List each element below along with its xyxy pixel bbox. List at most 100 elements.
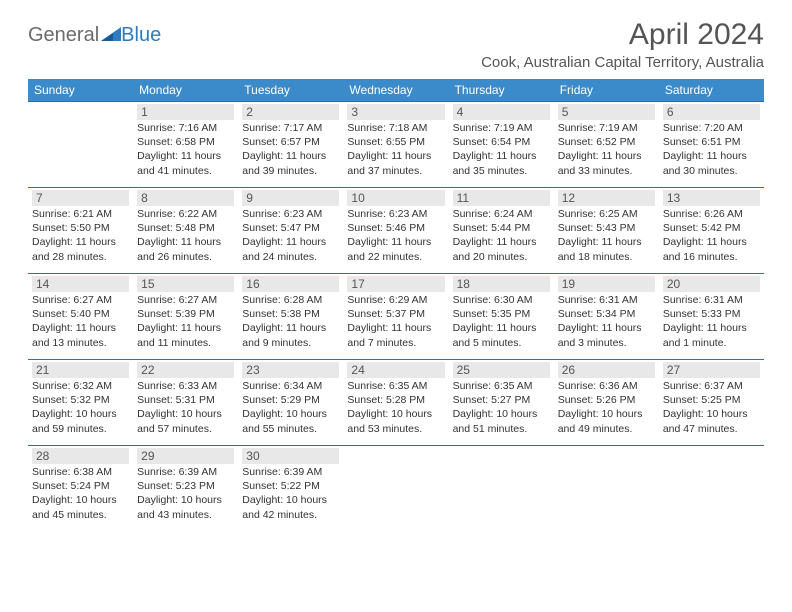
calendar-cell: 5Sunrise: 7:19 AMSunset: 6:52 PMDaylight… [554,102,659,188]
calendar-table: SundayMondayTuesdayWednesdayThursdayFrid… [28,79,764,532]
calendar-cell: 3Sunrise: 7:18 AMSunset: 6:55 PMDaylight… [343,102,448,188]
day-details: Sunrise: 7:17 AMSunset: 6:57 PMDaylight:… [242,121,339,178]
day-number: 11 [453,190,550,206]
day-details: Sunrise: 6:39 AMSunset: 5:23 PMDaylight:… [137,465,234,522]
day-number: 19 [558,276,655,292]
day-details: Sunrise: 6:25 AMSunset: 5:43 PMDaylight:… [558,207,655,264]
day-details: Sunrise: 7:18 AMSunset: 6:55 PMDaylight:… [347,121,444,178]
day-number: 13 [663,190,760,206]
logo: General Blue [28,18,161,47]
day-number: 22 [137,362,234,378]
day-number: 17 [347,276,444,292]
calendar-row: 14Sunrise: 6:27 AMSunset: 5:40 PMDayligh… [28,274,764,360]
day-details: Sunrise: 6:29 AMSunset: 5:37 PMDaylight:… [347,293,444,350]
day-number: 2 [242,104,339,120]
calendar-cell: . [449,446,554,532]
calendar-cell: 7Sunrise: 6:21 AMSunset: 5:50 PMDaylight… [28,188,133,274]
calendar-cell: . [554,446,659,532]
day-details: Sunrise: 6:34 AMSunset: 5:29 PMDaylight:… [242,379,339,436]
day-number: 14 [32,276,129,292]
day-details: Sunrise: 6:22 AMSunset: 5:48 PMDaylight:… [137,207,234,264]
day-number: 27 [663,362,760,378]
day-details: Sunrise: 6:31 AMSunset: 5:33 PMDaylight:… [663,293,760,350]
day-number: 8 [137,190,234,206]
day-header: Tuesday [238,79,343,102]
day-header: Saturday [659,79,764,102]
day-number: 29 [137,448,234,464]
day-number: 25 [453,362,550,378]
month-title: April 2024 [481,18,764,52]
calendar-cell: 9Sunrise: 6:23 AMSunset: 5:47 PMDaylight… [238,188,343,274]
day-details: Sunrise: 6:35 AMSunset: 5:27 PMDaylight:… [453,379,550,436]
day-header: Friday [554,79,659,102]
logo-mark-icon [101,24,121,47]
day-number: 5 [558,104,655,120]
calendar-cell: 23Sunrise: 6:34 AMSunset: 5:29 PMDayligh… [238,360,343,446]
calendar-cell: 6Sunrise: 7:20 AMSunset: 6:51 PMDaylight… [659,102,764,188]
calendar-cell: . [28,102,133,188]
day-number: 1 [137,104,234,120]
calendar-row: 28Sunrise: 6:38 AMSunset: 5:24 PMDayligh… [28,446,764,532]
day-number: 30 [242,448,339,464]
day-details: Sunrise: 6:23 AMSunset: 5:47 PMDaylight:… [242,207,339,264]
calendar-cell: 24Sunrise: 6:35 AMSunset: 5:28 PMDayligh… [343,360,448,446]
day-number: 10 [347,190,444,206]
calendar-cell: 11Sunrise: 6:24 AMSunset: 5:44 PMDayligh… [449,188,554,274]
day-details: Sunrise: 6:30 AMSunset: 5:35 PMDaylight:… [453,293,550,350]
day-details: Sunrise: 7:19 AMSunset: 6:52 PMDaylight:… [558,121,655,178]
calendar-cell: 2Sunrise: 7:17 AMSunset: 6:57 PMDaylight… [238,102,343,188]
day-details: Sunrise: 6:38 AMSunset: 5:24 PMDaylight:… [32,465,129,522]
logo-text-blue: Blue [121,24,161,47]
day-details: Sunrise: 6:32 AMSunset: 5:32 PMDaylight:… [32,379,129,436]
day-details: Sunrise: 6:23 AMSunset: 5:46 PMDaylight:… [347,207,444,264]
day-details: Sunrise: 6:27 AMSunset: 5:40 PMDaylight:… [32,293,129,350]
day-header: Monday [133,79,238,102]
day-number: 12 [558,190,655,206]
day-number: 24 [347,362,444,378]
day-header: Sunday [28,79,133,102]
calendar-cell: 28Sunrise: 6:38 AMSunset: 5:24 PMDayligh… [28,446,133,532]
calendar-cell: . [343,446,448,532]
calendar-cell: 4Sunrise: 7:19 AMSunset: 6:54 PMDaylight… [449,102,554,188]
calendar-cell: 21Sunrise: 6:32 AMSunset: 5:32 PMDayligh… [28,360,133,446]
day-details: Sunrise: 6:21 AMSunset: 5:50 PMDaylight:… [32,207,129,264]
day-details: Sunrise: 6:35 AMSunset: 5:28 PMDaylight:… [347,379,444,436]
calendar-row: .1Sunrise: 7:16 AMSunset: 6:58 PMDayligh… [28,102,764,188]
day-details: Sunrise: 6:39 AMSunset: 5:22 PMDaylight:… [242,465,339,522]
page-header: General Blue April 2024 Cook, Australian… [28,18,764,71]
calendar-body: .1Sunrise: 7:16 AMSunset: 6:58 PMDayligh… [28,102,764,532]
day-details: Sunrise: 7:19 AMSunset: 6:54 PMDaylight:… [453,121,550,178]
day-number: 4 [453,104,550,120]
day-header-row: SundayMondayTuesdayWednesdayThursdayFrid… [28,79,764,102]
calendar-cell: 8Sunrise: 6:22 AMSunset: 5:48 PMDaylight… [133,188,238,274]
day-details: Sunrise: 6:37 AMSunset: 5:25 PMDaylight:… [663,379,760,436]
calendar-cell: . [659,446,764,532]
calendar-cell: 17Sunrise: 6:29 AMSunset: 5:37 PMDayligh… [343,274,448,360]
day-number: 28 [32,448,129,464]
calendar-cell: 29Sunrise: 6:39 AMSunset: 5:23 PMDayligh… [133,446,238,532]
calendar-cell: 30Sunrise: 6:39 AMSunset: 5:22 PMDayligh… [238,446,343,532]
calendar-cell: 27Sunrise: 6:37 AMSunset: 5:25 PMDayligh… [659,360,764,446]
calendar-cell: 16Sunrise: 6:28 AMSunset: 5:38 PMDayligh… [238,274,343,360]
location-text: Cook, Australian Capital Territory, Aust… [481,54,764,71]
day-details: Sunrise: 6:28 AMSunset: 5:38 PMDaylight:… [242,293,339,350]
logo-text-general: General [28,24,99,47]
calendar-cell: 20Sunrise: 6:31 AMSunset: 5:33 PMDayligh… [659,274,764,360]
day-number: 15 [137,276,234,292]
day-number: 16 [242,276,339,292]
day-number: 23 [242,362,339,378]
day-number: 9 [242,190,339,206]
day-number: 3 [347,104,444,120]
day-details: Sunrise: 6:26 AMSunset: 5:42 PMDaylight:… [663,207,760,264]
calendar-cell: 22Sunrise: 6:33 AMSunset: 5:31 PMDayligh… [133,360,238,446]
calendar-cell: 14Sunrise: 6:27 AMSunset: 5:40 PMDayligh… [28,274,133,360]
day-number: 26 [558,362,655,378]
calendar-cell: 1Sunrise: 7:16 AMSunset: 6:58 PMDaylight… [133,102,238,188]
calendar-cell: 25Sunrise: 6:35 AMSunset: 5:27 PMDayligh… [449,360,554,446]
calendar-cell: 13Sunrise: 6:26 AMSunset: 5:42 PMDayligh… [659,188,764,274]
day-details: Sunrise: 7:20 AMSunset: 6:51 PMDaylight:… [663,121,760,178]
day-number: 6 [663,104,760,120]
title-block: April 2024 Cook, Australian Capital Terr… [481,18,764,71]
calendar-cell: 15Sunrise: 6:27 AMSunset: 5:39 PMDayligh… [133,274,238,360]
calendar-cell: 18Sunrise: 6:30 AMSunset: 5:35 PMDayligh… [449,274,554,360]
